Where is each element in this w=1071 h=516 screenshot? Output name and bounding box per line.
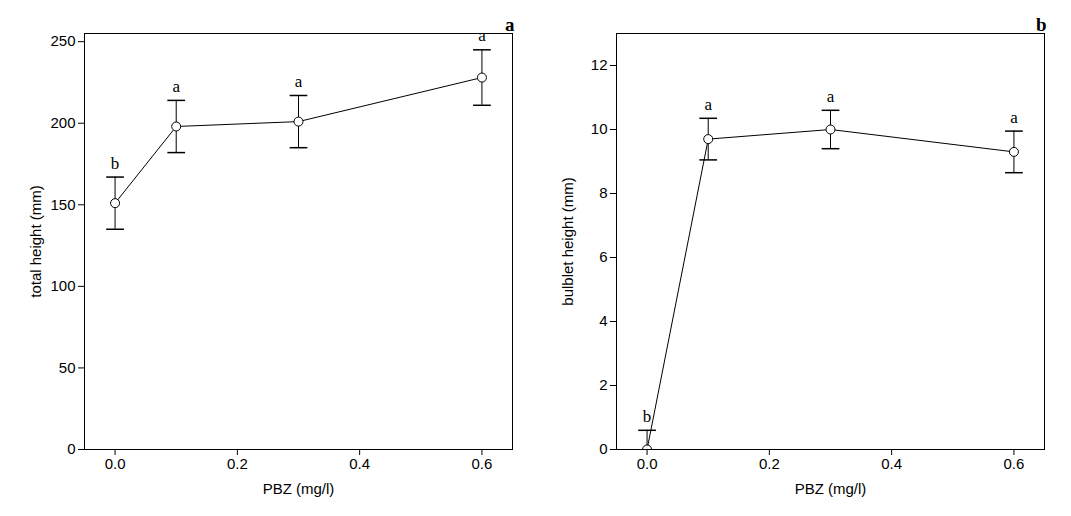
svg-text:b: b [111,154,120,173]
svg-text:0.0: 0.0 [637,455,658,472]
svg-text:total height (mm): total height (mm) [27,185,44,298]
svg-text:0.4: 0.4 [881,455,902,472]
svg-text:a: a [172,77,180,96]
svg-text:b: b [643,407,652,426]
svg-text:b: b [1036,14,1047,35]
svg-text:0.2: 0.2 [759,455,780,472]
svg-text:0.2: 0.2 [227,455,248,472]
svg-text:10: 10 [591,120,608,137]
svg-text:50: 50 [59,359,76,376]
svg-text:200: 200 [50,114,75,131]
svg-text:250: 250 [50,32,75,49]
svg-text:a: a [295,72,303,91]
svg-text:150: 150 [50,196,75,213]
svg-text:8: 8 [599,184,607,201]
svg-text:12: 12 [591,56,608,73]
svg-text:a: a [1010,108,1018,127]
svg-text:0: 0 [599,440,607,457]
svg-text:2: 2 [599,376,607,393]
svg-text:PBZ (mg/l): PBZ (mg/l) [795,480,867,497]
svg-text:0: 0 [67,440,75,457]
svg-text:0.6: 0.6 [471,455,492,472]
svg-text:0.6: 0.6 [1003,455,1024,472]
svg-text:PBZ (mg/l): PBZ (mg/l) [263,480,335,497]
svg-text:a: a [704,95,712,114]
svg-text:a: a [505,14,515,35]
svg-text:0.0: 0.0 [105,455,126,472]
svg-text:bulblet height (mm): bulblet height (mm) [559,177,576,305]
svg-text:100: 100 [50,277,75,294]
svg-text:0.4: 0.4 [349,455,370,472]
svg-text:4: 4 [599,312,607,329]
svg-text:a: a [827,87,835,106]
svg-text:a: a [478,26,486,45]
svg-text:6: 6 [599,248,607,265]
